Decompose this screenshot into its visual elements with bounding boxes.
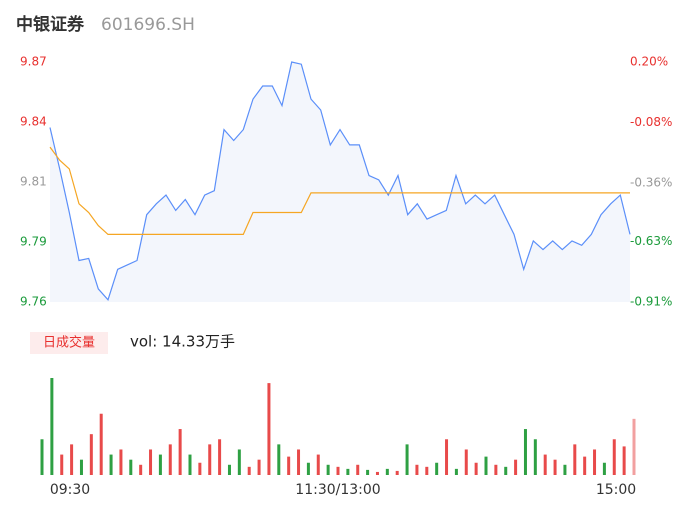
x-tick-label: 09:30 xyxy=(50,482,90,498)
volume-bar xyxy=(267,383,271,475)
y2-tick-label: -0.36% xyxy=(630,176,672,190)
volume-bar xyxy=(356,464,360,475)
volume-bar xyxy=(336,466,340,475)
volume-bar xyxy=(139,464,143,475)
volume-bar xyxy=(158,454,162,475)
y-tick-label: 9.87 xyxy=(20,55,47,69)
volume-bar xyxy=(277,444,281,475)
volume-bar xyxy=(79,459,83,475)
volume-bar xyxy=(464,449,468,475)
volume-bar xyxy=(405,444,409,475)
volume-bar xyxy=(573,444,577,475)
volume-bar xyxy=(366,469,370,475)
volume-bar xyxy=(99,413,103,475)
volume-bar xyxy=(454,468,458,475)
volume-bar xyxy=(523,429,527,475)
volume-bar xyxy=(474,462,478,475)
volume-bar xyxy=(395,470,399,475)
volume-bar xyxy=(227,464,231,475)
volume-bar xyxy=(218,439,222,475)
volume-label: vol: 14.33万手 xyxy=(130,333,235,351)
y-tick-label: 9.79 xyxy=(20,235,47,249)
series-line xyxy=(49,61,631,301)
volume-bar xyxy=(119,449,123,475)
x-tick-label: 15:00 xyxy=(596,482,636,498)
y-tick-label: 9.81 xyxy=(20,175,47,189)
volume-bar xyxy=(178,429,182,475)
volume-bar xyxy=(375,471,379,475)
volume-bar xyxy=(89,434,93,475)
volume-bar xyxy=(484,456,488,475)
x-tick-label: 11:30/13:00 xyxy=(295,482,380,498)
series-line xyxy=(49,146,630,235)
volume-bar xyxy=(149,449,153,475)
volume-bar xyxy=(385,468,389,475)
volume-bar xyxy=(612,439,616,475)
volume-bar xyxy=(287,456,291,475)
volume-bar xyxy=(435,462,439,475)
volume-bar xyxy=(70,444,74,475)
volume-bar xyxy=(563,464,567,475)
volume-bar xyxy=(109,454,113,475)
volume-bar xyxy=(514,459,518,475)
y2-tick-label: -0.91% xyxy=(630,295,672,309)
volume-bar xyxy=(533,439,537,475)
volume-bar xyxy=(316,454,320,475)
stock-name: 中银证券 xyxy=(16,14,85,35)
volume-bar xyxy=(50,378,54,475)
volume-bar xyxy=(129,459,133,475)
y-tick-label: 9.76 xyxy=(20,295,47,309)
volume-bar xyxy=(632,418,636,475)
volume-bar xyxy=(494,464,498,475)
volume-bar xyxy=(326,464,330,475)
volume-bar xyxy=(208,444,212,475)
volume-bar xyxy=(168,444,172,475)
volume-bar xyxy=(593,449,597,475)
volume-bar xyxy=(188,454,192,475)
volume-bar xyxy=(40,439,44,475)
legend-box xyxy=(30,332,108,354)
y-tick-label: 9.84 xyxy=(20,115,47,129)
volume-bar xyxy=(445,439,449,475)
stock-code: 601696.SH xyxy=(101,15,195,35)
volume-bar xyxy=(346,468,350,475)
volume-bar xyxy=(297,449,301,475)
y2-tick-label: 0.20% xyxy=(630,55,668,69)
volume-bar xyxy=(247,466,251,475)
volume-bar xyxy=(602,462,606,475)
volume-bar xyxy=(622,446,626,475)
y2-tick-label: -0.08% xyxy=(630,115,672,129)
price-area xyxy=(50,62,630,302)
y2-tick-label: -0.63% xyxy=(630,234,672,248)
volume-bar xyxy=(306,462,310,475)
volume-bar xyxy=(198,462,202,475)
volume-bar xyxy=(415,464,419,475)
legend: 日成交量 xyxy=(43,335,95,351)
volume-bar xyxy=(425,466,429,475)
volume-bar xyxy=(553,459,557,475)
volume-bar xyxy=(583,456,587,475)
volume-bar xyxy=(60,454,64,475)
volume-bar xyxy=(543,454,547,475)
volume-bar xyxy=(257,459,261,475)
volume-bar xyxy=(504,466,508,475)
volume-bar xyxy=(237,449,241,475)
